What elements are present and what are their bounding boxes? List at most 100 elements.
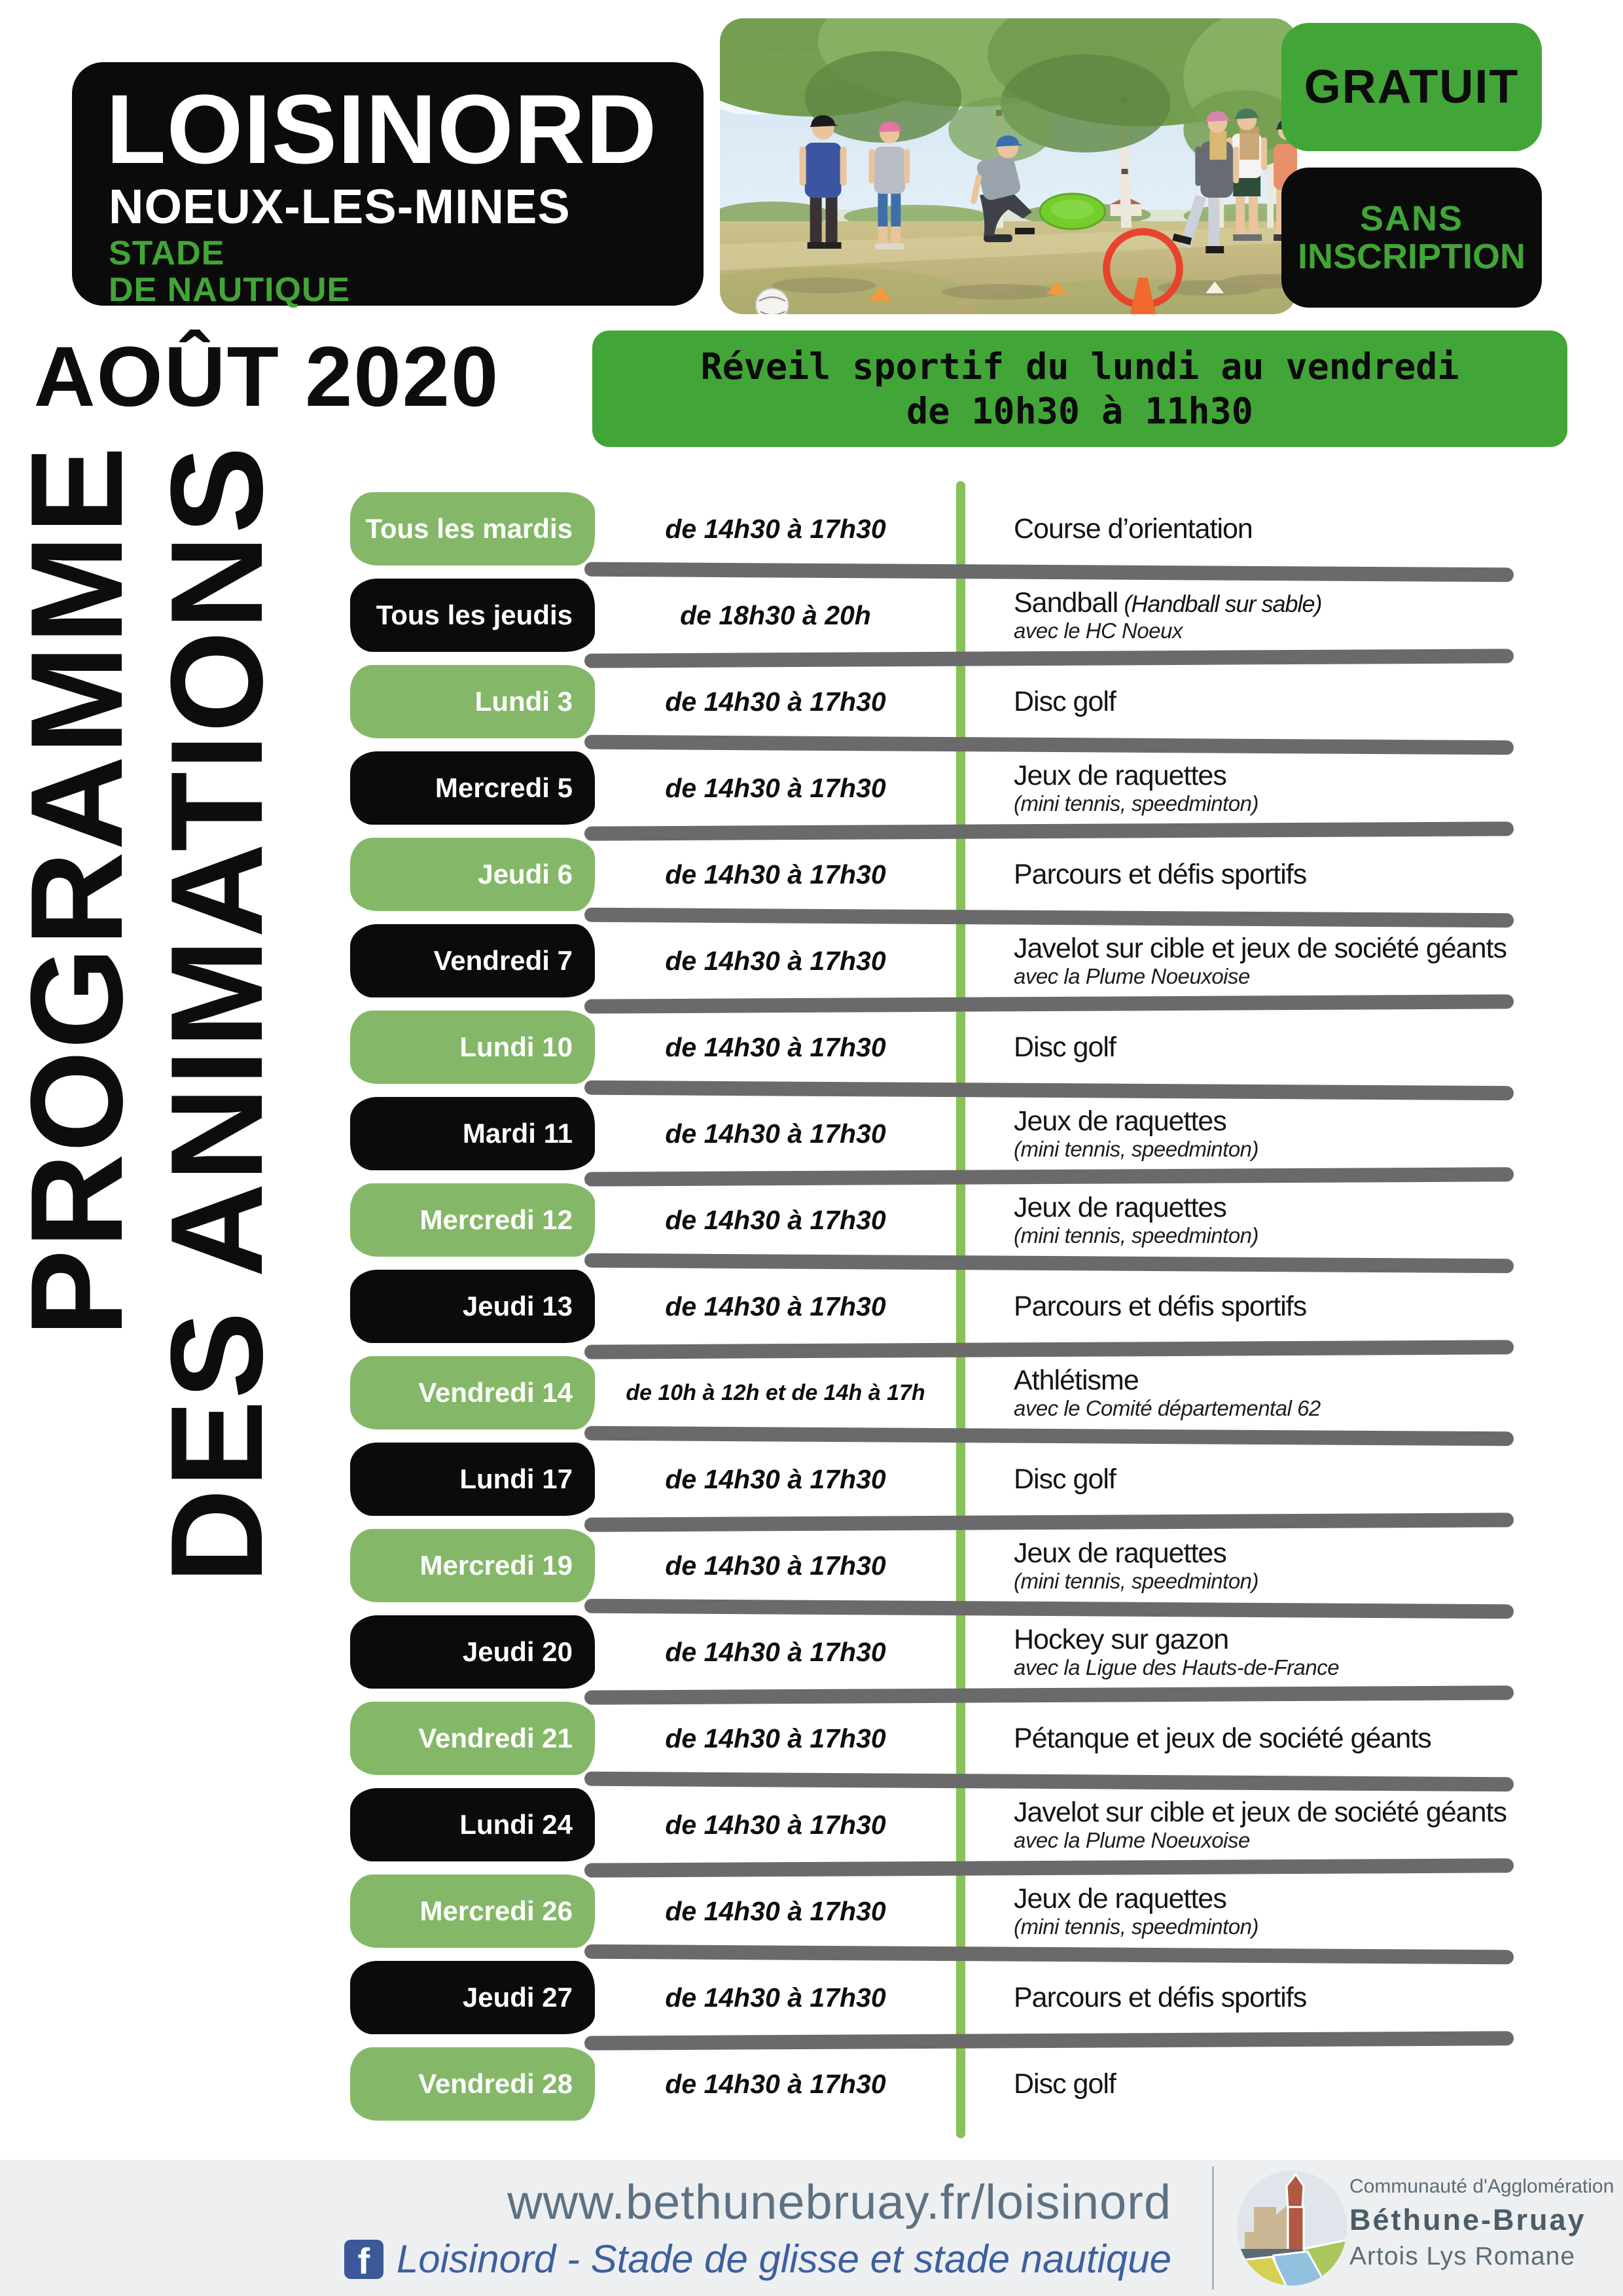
activity-cell: Parcours et défis sportifs [1014,859,1622,890]
schedule-row: Mardi 11 de 14h30 à 17h30 Jeux de raquette… [0,1090,1623,1177]
activity-subtext: (mini tennis, speedminton) [1014,1223,1259,1248]
day-pill: Jeudi 6 [350,838,595,911]
time-label: de 14h30 à 17h30 [665,945,886,976]
day-pill: Tous les mardis [350,492,595,565]
footer-links: www.bethunebruay.fr/loisinord f Loisinor… [344,2160,1171,2296]
org-small-title: Communauté d'Agglomération [1349,2176,1614,2197]
activity-label: Hockey sur gazon [1014,1623,1229,1655]
org-subtitle: Artois Lys Romane [1349,2242,1576,2270]
logo-title: LOISINORD [106,74,658,184]
schedule: Tous les mardis de 14h30 à 17h30 Course d’… [0,486,1623,2127]
schedule-row: Tous les jeudis de 18h30 à 20h Sandball (H… [0,572,1623,658]
activity-label: Sandball (Handball sur sable) [1014,586,1323,619]
time-label: de 14h30 à 17h30 [665,1204,886,1235]
bethune-bruay-logo [1236,2169,1348,2287]
time-label: de 14h30 à 17h30 [665,859,886,889]
day-pill: Tous les jeudis [350,579,595,652]
activity-subtext: (mini tennis, speedminton) [1014,1569,1259,1594]
activity-cell: Disc golf [1014,1463,1622,1495]
activity-label: Athlétisme [1014,1364,1139,1396]
activity-label: Javelot sur cible et jeux de société géa… [1014,1796,1507,1828]
activity-label: Pétanque et jeux de société géants [1014,1722,1432,1754]
day-pill: Mercredi 19 [350,1529,595,1602]
badge-sans-line2: INSCRIPTION [1297,237,1526,276]
activity-label: Jeux de raquettes [1014,1882,1227,1914]
time-label: de 14h30 à 17h30 [665,1550,886,1581]
banner-line2: de 10h30 à 11h30 [906,390,1253,432]
schedule-row: Mercredi 19 de 14h30 à 17h30 Jeux de raque… [0,1522,1623,1609]
day-pill: Mercredi 26 [350,1874,595,1948]
activity-cell: Jeux de raquettes (mini tennis, speedmint… [1014,1105,1622,1162]
time-label: de 14h30 à 17h30 [665,2068,886,2099]
event-photo-illustration [720,18,1297,314]
day-pill: Mercredi 12 [350,1183,595,1257]
activity-subtext: avec la Plume Noeuxoise [1014,1828,1250,1853]
activity-cell: Sandball (Handball sur sable) avec le HC … [1014,587,1622,643]
activity-cell: Pétanque et jeux de société géants [1014,1723,1622,1754]
activity-subtext: avec le Comité départemental 62 [1014,1396,1321,1421]
day-pill: Vendredi 21 [350,1702,595,1775]
time-label: de 14h30 à 17h30 [665,1463,886,1494]
schedule-row: Vendredi 21 de 14h30 à 17h30 Pétanque et j… [0,1695,1623,1782]
activity-label: Parcours et défis sportifs [1014,858,1307,890]
day-pill: Vendredi 28 [350,2047,595,2121]
time-label: de 14h30 à 17h30 [665,1895,886,1926]
logo-venue-line1: STADE [109,234,225,272]
time-label: de 14h30 à 17h30 [665,513,886,544]
org-name: Béthune-Bruay [1349,2203,1586,2236]
activity-cell: Disc golf [1014,686,1622,717]
day-pill: Lundi 10 [350,1011,595,1084]
schedule-row: Lundi 10 de 14h30 à 17h30 Disc golf [0,1004,1623,1090]
schedule-row: Lundi 17 de 14h30 à 17h30 Disc golf [0,1436,1623,1522]
activity-label: Jeux de raquettes [1014,1105,1227,1137]
activity-label: Jeux de raquettes [1014,759,1227,791]
day-pill: Vendredi 7 [350,924,595,997]
schedule-row: Tous les mardis de 14h30 à 17h30 Course d’… [0,486,1623,572]
time-label: de 10h à 12h et de 14h à 17h [626,1380,925,1405]
facebook-icon-letter: f [357,2240,370,2279]
website-url[interactable]: www.bethunebruay.fr/loisinord [507,2175,1171,2229]
logo-city: NOEUX-LES-MINES [109,179,571,234]
activity-label: Parcours et défis sportifs [1014,1981,1307,2013]
activity-cell: Jeux de raquettes (mini tennis, speedmint… [1014,760,1622,816]
bethune-bruay-logo-icon [1237,2170,1347,2286]
day-pill: Vendredi 14 [350,1356,595,1429]
schedule-row: Lundi 3 de 14h30 à 17h30 Disc golf [0,658,1623,745]
time-label: de 14h30 à 17h30 [665,686,886,717]
day-pill: Mardi 11 [350,1097,595,1170]
activity-cell: Athlétisme avec le Comité départemental 6… [1014,1365,1622,1421]
time-label: de 14h30 à 17h30 [665,772,886,803]
day-pill: Lundi 3 [350,665,595,738]
activity-cell: Javelot sur cible et jeux de société géa… [1014,1797,1622,1853]
month-title: AOÛT 2020 [33,329,500,424]
activity-cell: Parcours et défis sportifs [1014,1291,1622,1322]
schedule-row: Mercredi 5 de 14h30 à 17h30 Jeux de raquet… [0,745,1623,831]
day-pill: Mercredi 5 [350,751,595,825]
banner-line1: Réveil sportif du lundi au vendredi [700,346,1459,387]
day-pill: Lundi 17 [350,1443,595,1516]
activity-note: (Handball sur sable) [1118,590,1322,617]
activity-subtext: avec la Plume Noeuxoise [1014,964,1250,989]
day-pill: Lundi 24 [350,1788,595,1861]
time-label: de 14h30 à 17h30 [665,1723,886,1753]
facebook-link[interactable]: f Loisinord - Stade de glisse et stade n… [344,2236,1171,2282]
time-label: de 18h30 à 20h [680,600,871,630]
activity-cell: Hockey sur gazon avec la Ligue des Hauts-… [1014,1624,1622,1680]
activity-cell: Javelot sur cible et jeux de société géa… [1014,933,1622,989]
schedule-row: Jeudi 27 de 14h30 à 17h30 Parcours et défi… [0,1954,1623,2041]
footer-divider [1212,2166,1214,2289]
activity-cell: Jeux de raquettes (mini tennis, speedmint… [1014,1883,1622,1939]
schedule-vertical-line [956,481,965,2138]
activity-label: Disc golf [1014,1031,1116,1063]
agglo-text-block: Communauté d'Agglomération Béthune-Bruay… [1349,2176,1614,2271]
badge-sans-inscription: SANS INSCRIPTION [1281,168,1542,308]
time-label: de 14h30 à 17h30 [665,1031,886,1062]
activity-label: Jeux de raquettes [1014,1537,1227,1569]
schedule-row: Mercredi 12 de 14h30 à 17h30 Jeux de raque… [0,1177,1623,1263]
activity-cell: Jeux de raquettes (mini tennis, speedmint… [1014,1192,1622,1248]
schedule-row: Vendredi 28 de 14h30 à 17h30 Disc golf [0,2041,1623,2127]
time-label: de 14h30 à 17h30 [665,1982,886,2013]
activity-subtext: (mini tennis, speedminton) [1014,1137,1259,1162]
activity-cell: Course d’orientation [1014,513,1622,545]
badge-gratuit: GRATUIT [1281,23,1542,151]
